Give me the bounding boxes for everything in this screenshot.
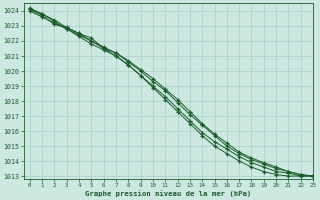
X-axis label: Graphe pression niveau de la mer (hPa): Graphe pression niveau de la mer (hPa) (85, 190, 252, 197)
